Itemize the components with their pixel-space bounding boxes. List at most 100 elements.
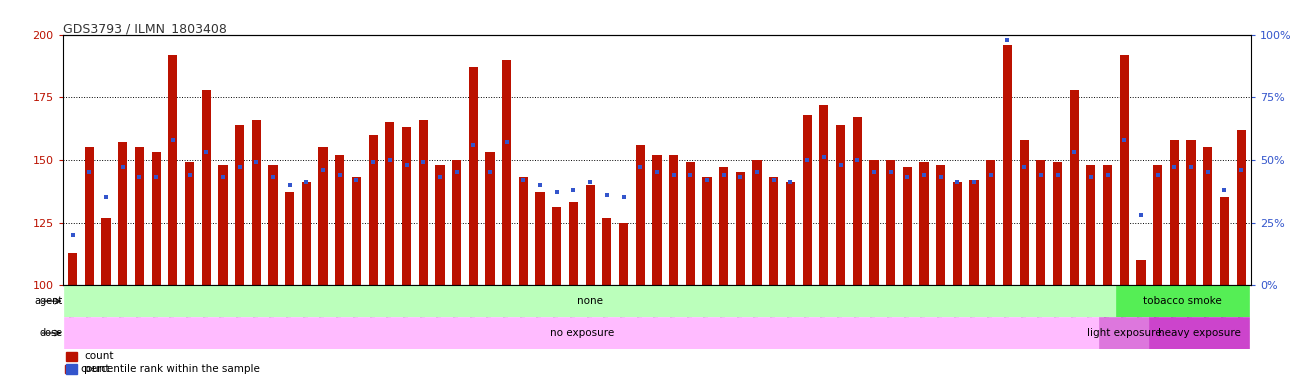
Text: tobacco smoke: tobacco smoke	[1143, 296, 1222, 306]
Bar	[1115, 285, 1250, 317]
Point	[831, 162, 852, 168]
Bar	[402, 127, 411, 285]
Bar	[502, 60, 511, 285]
Point	[1131, 212, 1152, 218]
Point	[613, 194, 633, 200]
Point	[696, 177, 717, 183]
Bar	[853, 117, 862, 285]
Point	[162, 137, 183, 143]
Point	[1114, 137, 1135, 143]
Bar	[518, 177, 528, 285]
Bar	[1070, 90, 1079, 285]
Point	[580, 179, 601, 185]
Point	[213, 174, 234, 180]
Bar	[1136, 260, 1145, 285]
Point	[78, 169, 99, 175]
Point	[1064, 149, 1085, 156]
Point	[363, 159, 384, 166]
Bar	[368, 135, 377, 285]
Bar	[1149, 317, 1250, 349]
Point	[880, 169, 901, 175]
Bar	[1020, 140, 1029, 285]
Bar	[118, 142, 128, 285]
Text: count: count	[84, 351, 114, 361]
Bar	[819, 105, 828, 285]
Point	[846, 157, 867, 163]
Text: count: count	[81, 364, 110, 374]
Point	[947, 179, 968, 185]
Point	[913, 172, 934, 178]
Point	[863, 169, 884, 175]
Bar	[969, 180, 978, 285]
Bar	[67, 364, 77, 374]
Bar	[64, 285, 1115, 317]
Point	[1013, 164, 1034, 170]
Bar	[619, 223, 628, 285]
Bar	[235, 125, 244, 285]
Bar	[902, 167, 912, 285]
Point	[629, 164, 650, 170]
Bar	[1119, 55, 1128, 285]
Bar	[252, 120, 261, 285]
Bar	[67, 352, 77, 361]
Point	[713, 172, 734, 178]
Point	[597, 192, 618, 198]
Point	[897, 174, 918, 180]
Point	[1097, 172, 1118, 178]
Point	[413, 159, 434, 166]
Bar	[1170, 140, 1179, 285]
Bar	[336, 155, 345, 285]
Point	[797, 157, 818, 163]
Bar	[65, 379, 74, 384]
Bar	[452, 160, 461, 285]
Point	[196, 149, 217, 156]
Point	[996, 36, 1017, 43]
Point	[730, 174, 751, 180]
Point	[462, 142, 483, 148]
Point	[396, 162, 417, 168]
Point	[1030, 172, 1051, 178]
Bar	[1237, 130, 1246, 285]
Point	[346, 177, 367, 183]
Text: agent: agent	[34, 296, 63, 306]
Point	[780, 179, 801, 185]
Point	[179, 172, 200, 178]
Text: light exposure: light exposure	[1087, 328, 1161, 338]
Text: no exposure: no exposure	[550, 328, 614, 338]
Point	[430, 174, 451, 180]
Text: dose: dose	[39, 328, 63, 338]
Bar	[636, 145, 645, 285]
Bar	[1053, 162, 1062, 285]
Bar	[735, 172, 744, 285]
Bar	[419, 120, 428, 285]
Point	[1164, 164, 1185, 170]
Bar	[720, 167, 729, 285]
Point	[1047, 172, 1068, 178]
Point	[981, 172, 1002, 178]
Bar	[65, 366, 74, 373]
Bar	[786, 182, 795, 285]
Point	[1215, 187, 1235, 193]
Point	[530, 182, 551, 188]
Bar	[585, 185, 594, 285]
Bar	[319, 147, 328, 285]
Bar	[1036, 160, 1045, 285]
Bar	[135, 147, 144, 285]
Point	[246, 159, 266, 166]
Bar	[302, 182, 311, 285]
Bar	[1186, 140, 1196, 285]
Bar	[385, 122, 394, 285]
Point	[1230, 167, 1251, 173]
Bar	[535, 192, 545, 285]
Point	[112, 164, 133, 170]
Bar	[569, 202, 579, 285]
Bar	[885, 160, 895, 285]
Bar	[351, 177, 360, 285]
Bar	[68, 253, 77, 285]
Point	[513, 177, 534, 183]
Bar	[552, 207, 562, 285]
Bar	[269, 165, 278, 285]
Bar	[953, 182, 963, 285]
Bar	[469, 67, 478, 285]
Point	[763, 177, 784, 183]
